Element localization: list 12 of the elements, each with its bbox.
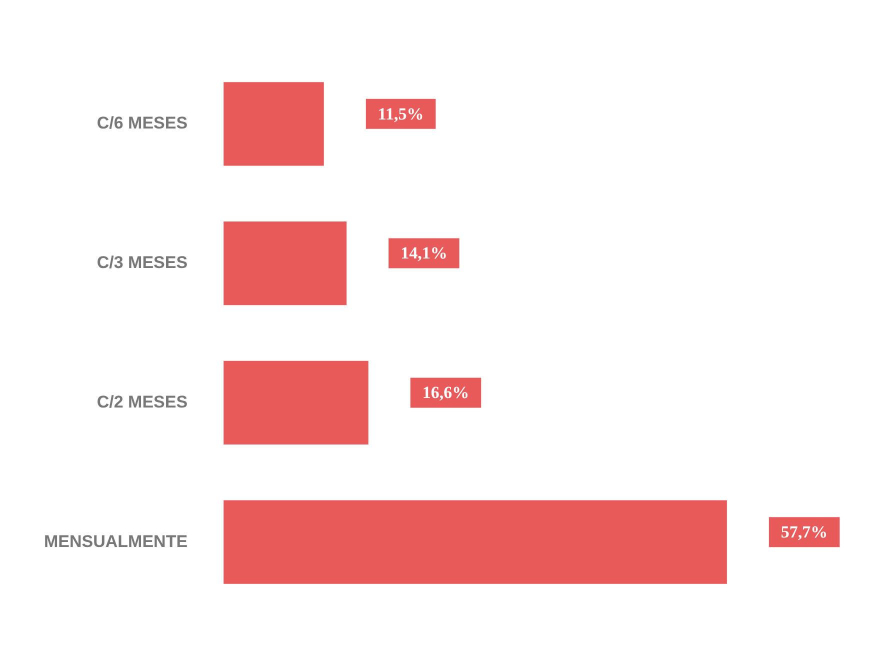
data-label: 14,1% [400,244,448,263]
data-label: 57,7% [780,522,828,542]
y-tick-label: C/3 MESES [96,252,188,272]
data-label: 11,5% [378,104,424,124]
bar [224,221,347,306]
y-tick-label: C/2 MESES [96,392,188,412]
bar [224,360,368,445]
data-label: 16,6% [422,383,470,402]
bar [224,500,727,584]
y-tick-label: C/6 MESES [96,114,188,133]
y-tick-label: MENSUALMENTE [44,532,188,551]
bar [224,82,324,166]
